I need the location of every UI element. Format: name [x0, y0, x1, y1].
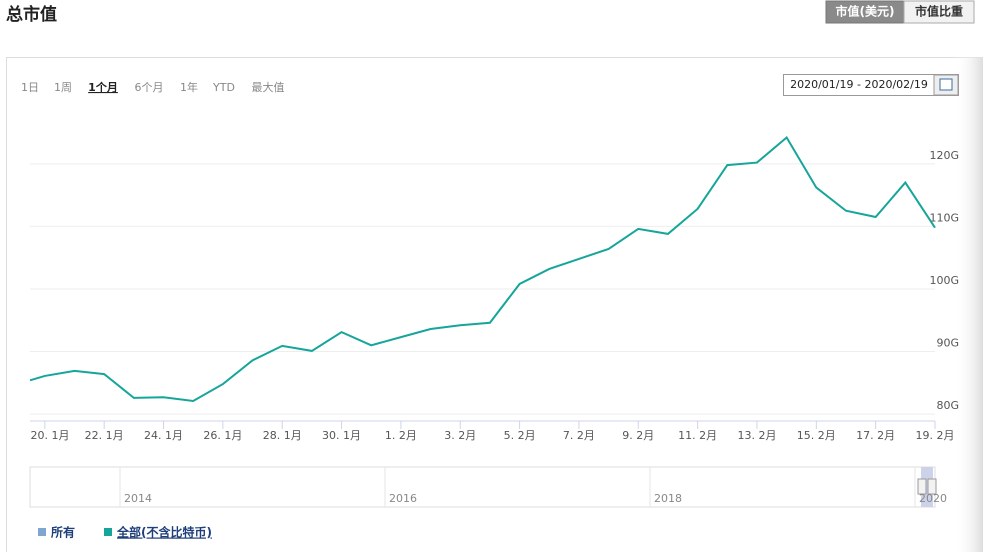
x-tick-label: 3. 2月	[444, 429, 476, 442]
tab-label[interactable]: 市值(美元)	[836, 4, 895, 19]
range-button[interactable]: 1个月	[88, 80, 118, 94]
range-button[interactable]: 1年	[180, 80, 198, 94]
tab-label[interactable]: 市值比重	[915, 4, 963, 19]
legend-label[interactable]: 全部(不含比特币)	[116, 525, 212, 540]
date-range[interactable]: 2020/01/19 - 2020/02/19	[790, 78, 928, 91]
range-button[interactable]: 1日	[21, 81, 39, 94]
range-button[interactable]: 1周	[54, 81, 72, 94]
x-tick-label: 7. 2月	[563, 429, 595, 442]
x-tick-label: 17. 2月	[856, 429, 895, 442]
shadow	[955, 57, 983, 552]
legend-swatch	[38, 528, 46, 536]
x-tick-label: 19. 2月	[916, 429, 955, 442]
x-tick-label: 28. 1月	[263, 429, 302, 442]
navigator-label: 2014	[124, 492, 152, 505]
x-tick-label: 15. 2月	[797, 429, 836, 442]
y-tick-label: 80G	[936, 399, 959, 412]
range-button[interactable]: 6个月	[135, 81, 164, 94]
x-tick-label: 11. 2月	[678, 429, 717, 442]
legend-label[interactable]: 所有	[51, 525, 75, 540]
panel	[7, 58, 983, 553]
x-tick-label: 9. 2月	[622, 429, 654, 442]
y-tick-label: 120G	[929, 149, 959, 162]
y-tick-label: 110G	[929, 211, 959, 224]
range-button[interactable]: YTD	[212, 81, 235, 94]
x-tick-label: 5. 2月	[504, 429, 536, 442]
navigator-label: 2018	[654, 492, 682, 505]
title: 总市值	[6, 4, 57, 25]
x-tick-label: 22. 1月	[85, 429, 124, 442]
range-button[interactable]: 最大值	[252, 80, 285, 94]
navigator-label: 2020	[919, 492, 947, 505]
y-tick-label: 90G	[936, 337, 959, 350]
x-tick-label: 24. 1月	[144, 429, 183, 442]
calendar-icon	[940, 79, 952, 90]
x-tick-label: 20. 1月	[31, 429, 70, 442]
navigator-label: 2016	[389, 492, 417, 505]
x-tick-label: 13. 2月	[737, 429, 776, 442]
y-tick-label: 100G	[929, 274, 959, 287]
x-tick-label: 26. 1月	[203, 429, 242, 442]
legend-swatch	[104, 528, 112, 536]
x-tick-label: 1. 2月	[385, 429, 417, 442]
x-tick-label: 30. 1月	[322, 429, 361, 442]
